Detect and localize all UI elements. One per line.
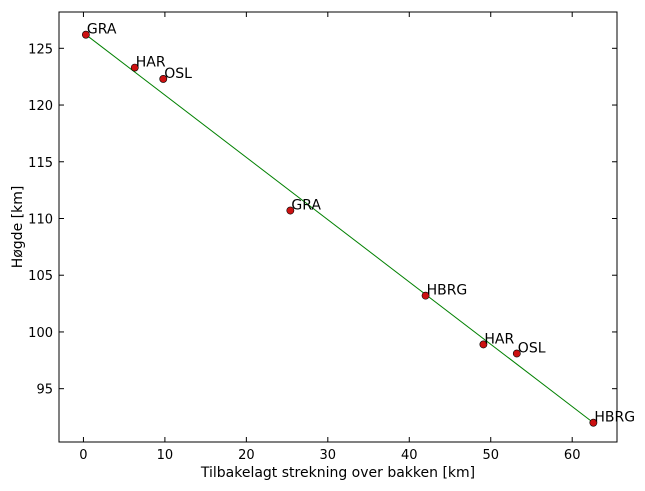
x-tick-label-30: 30	[320, 448, 337, 463]
point-label-5: HAR	[484, 331, 514, 347]
point-label-4: HBRG	[427, 283, 468, 299]
data-point-4	[421, 291, 430, 300]
data-point-1	[130, 63, 139, 72]
data-point-3	[286, 206, 295, 215]
y-tick-label-105: 105	[28, 269, 53, 284]
y-tick-label-115: 115	[28, 156, 53, 171]
y-tick-label-100: 100	[28, 326, 53, 341]
x-tick-label-40: 40	[401, 448, 418, 463]
data-point-2	[159, 75, 168, 83]
point-label-2: OSL	[164, 66, 192, 82]
fit-line	[85, 34, 594, 424]
y-tick-label-110: 110	[28, 212, 53, 227]
data-point-5	[479, 340, 488, 349]
data-point-7	[589, 418, 598, 427]
plot-frame	[58, 11, 618, 443]
data-point-6	[512, 349, 521, 358]
y-tick-label-95: 95	[36, 383, 53, 398]
y-tick-label-125: 125	[28, 42, 53, 57]
y-axis-title: Høgde [km]	[10, 186, 26, 269]
x-tick-label-0: 0	[79, 448, 87, 463]
point-label-3: GRA	[291, 198, 321, 214]
point-label-0: GRA	[87, 22, 117, 38]
point-label-7: HBRG	[594, 410, 635, 426]
x-tick-label-20: 20	[238, 448, 255, 463]
x-axis-title: Tilbakelagt strekning over bakken [km]	[200, 465, 475, 481]
point-label-1: HAR	[136, 55, 166, 71]
x-tick-label-50: 50	[482, 448, 499, 463]
data-point-0	[81, 30, 90, 39]
x-tick-label-60: 60	[564, 448, 581, 463]
y-tick-label-120: 120	[28, 99, 53, 114]
x-tick-label-10: 10	[157, 448, 174, 463]
point-label-6: OSL	[518, 341, 546, 357]
